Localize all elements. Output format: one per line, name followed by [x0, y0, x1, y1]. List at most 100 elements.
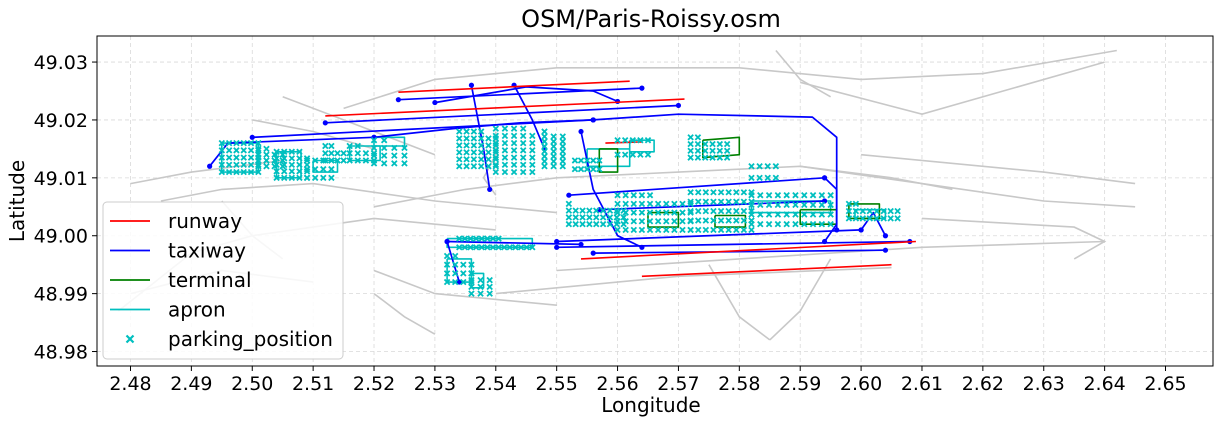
parking-position-marker: [622, 209, 629, 216]
parking-position-marker: [470, 142, 478, 149]
parking-position-marker: [559, 153, 566, 160]
parking-position-marker: [687, 140, 694, 148]
parking-position-marker: [263, 151, 270, 158]
parking-position-marker: [880, 207, 887, 215]
parking-position-marker: [717, 189, 725, 196]
x-axis-ticks: 2.48 2.49 2.50 2.51 2.52 2.53 2.54 2.55 2.56 2.57…: [109, 366, 1187, 395]
chart-title: OSM/Paris-Roissy.osm: [521, 5, 781, 33]
parking-position-marker: [559, 158, 566, 165]
parking-position-marker: [486, 283, 493, 291]
parking-position-marker: [710, 207, 717, 215]
parking-position-marker: [638, 226, 646, 234]
parking-position-marker: [809, 220, 817, 228]
parking-position-marker: [519, 125, 527, 132]
parking-position-marker: [477, 142, 485, 149]
legend-label-parking_position: parking_position: [168, 327, 333, 351]
x-tick-label: 2.64: [1083, 373, 1125, 395]
parking-position-marker: [470, 135, 478, 142]
parking-position-marker: [694, 226, 702, 234]
parking-position-marker: [748, 163, 755, 170]
x-tick-label: 2.62: [962, 373, 1004, 395]
parking-position-marker: [756, 163, 763, 170]
parking-position-marker: [709, 147, 716, 155]
parking-position-marker: [541, 158, 548, 165]
parking-position-marker: [240, 147, 247, 154]
parking-position-marker: [679, 226, 686, 234]
x-tick-label: 2.59: [779, 373, 821, 395]
parking-position-marker: [255, 163, 262, 170]
parking-position-marker: [638, 218, 646, 225]
parking-position-marker: [725, 226, 732, 234]
taxiway-node: [249, 134, 255, 140]
taxiway-node: [207, 163, 213, 169]
parking-position-marker: [740, 189, 748, 196]
x-tick-label: 2.54: [475, 373, 517, 395]
parking-position-marker: [774, 191, 782, 199]
parking-position-marker: [501, 154, 509, 161]
parking-position-marker: [887, 215, 894, 222]
parking-position-marker: [622, 191, 629, 199]
parking-position-marker: [303, 174, 311, 182]
parking-position-marker: [565, 220, 573, 228]
parking-position-marker: [485, 142, 492, 149]
parking-position-marker: [550, 133, 557, 140]
parking-position-marker: [550, 153, 557, 160]
x-tick-label: 2.65: [1144, 373, 1186, 395]
parking-position-marker: [725, 189, 732, 196]
parking-position-marker: [492, 132, 500, 140]
parking-position-marker: [489, 235, 497, 242]
parking-position-marker: [519, 139, 527, 147]
parking-position-marker: [679, 200, 686, 208]
parking-position-marker: [362, 157, 370, 164]
parking-position-marker: [273, 148, 280, 156]
parking-position-marker: [529, 139, 536, 147]
parking-position-marker: [845, 215, 853, 222]
parking-position-marker: [757, 201, 764, 209]
parking-position-marker: [468, 276, 475, 284]
parking-position-marker: [694, 147, 702, 155]
parking-position-marker: [456, 149, 463, 156]
parking-position-marker: [477, 128, 485, 135]
road-line: [800, 165, 1136, 208]
series-taxiway: [207, 82, 913, 285]
parking-position-marker: [694, 189, 702, 196]
parking-position-marker: [671, 200, 678, 208]
parking-position-marker: [311, 165, 319, 173]
legend: runway taxiway terminal apron parking_positi…: [102, 201, 344, 360]
parking-position-marker: [492, 168, 500, 176]
parking-position-marker: [311, 157, 319, 164]
legend-label-taxiway: taxiway: [168, 239, 246, 263]
parking-position-marker: [501, 168, 509, 176]
parking-position-marker: [757, 220, 764, 228]
parking-position-marker: [451, 261, 459, 268]
parking-position-marker: [506, 244, 514, 251]
parking-position-marker: [571, 157, 579, 164]
parking-position-marker: [646, 191, 654, 199]
parking-position-marker: [529, 147, 536, 154]
apron-line: [373, 136, 406, 147]
parking-position-marker: [710, 198, 717, 205]
parking-position-marker: [717, 198, 725, 205]
parking-position-marker: [380, 144, 388, 152]
parking-position-marker: [463, 156, 470, 163]
parking-position-marker: [630, 200, 638, 208]
parking-position-marker: [456, 156, 463, 163]
parking-position-marker: [517, 244, 525, 251]
parking-position-marker: [621, 136, 629, 144]
parking-position-marker: [694, 198, 702, 205]
parking-position-marker: [606, 214, 614, 221]
parking-position-marker: [710, 189, 717, 196]
parking-position-marker: [500, 244, 508, 251]
parking-position-marker: [477, 149, 485, 156]
parking-position-marker: [240, 139, 247, 147]
parking-position-marker: [614, 191, 621, 199]
taxiway-line: [556, 240, 910, 249]
taxiway-node: [639, 85, 645, 91]
parking-position-marker: [320, 157, 327, 164]
parking-position-marker: [887, 207, 894, 215]
parking-position-marker: [637, 151, 644, 158]
parking-position-marker: [296, 168, 303, 175]
apron-line: [348, 145, 381, 162]
parking-position-marker: [630, 191, 638, 199]
parking-position-marker: [486, 276, 493, 284]
